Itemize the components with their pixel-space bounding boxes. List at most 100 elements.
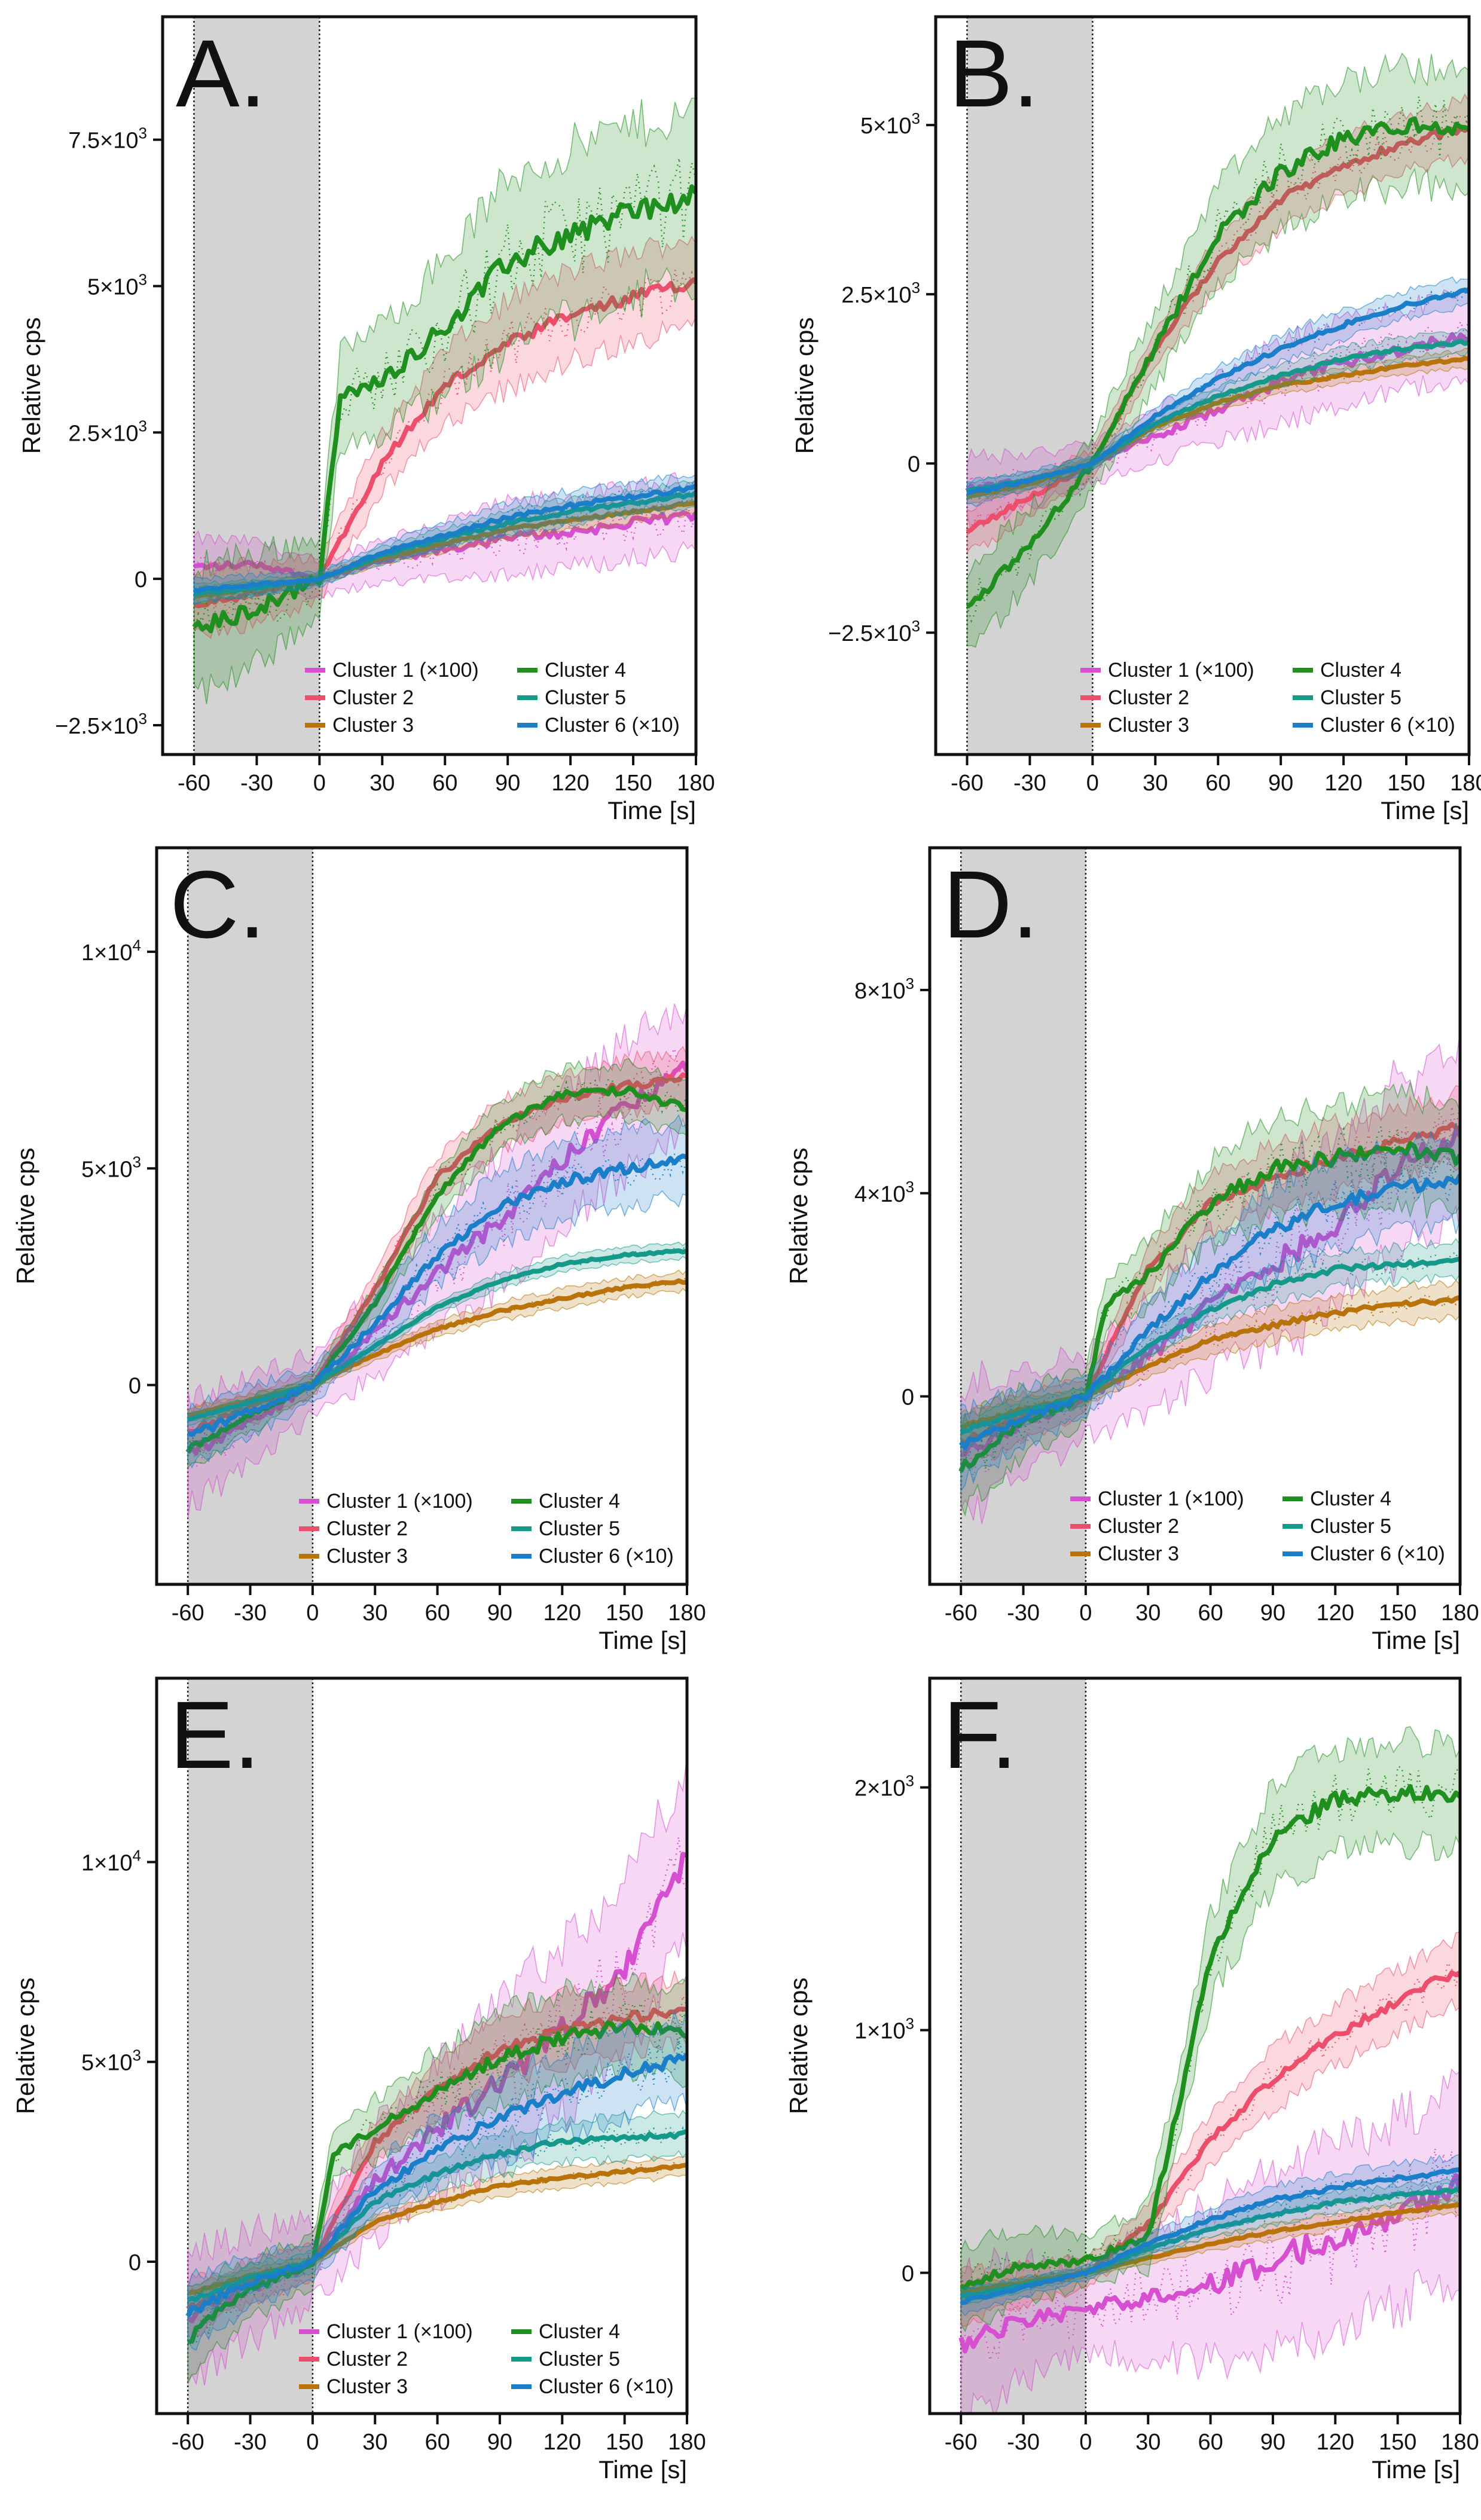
axes-frame bbox=[161, 15, 698, 756]
plot-area bbox=[192, 97, 696, 704]
series-raw-points bbox=[193, 502, 696, 583]
y-tick-label: 2.5×103 bbox=[68, 417, 147, 446]
legend-label: Cluster 3 bbox=[326, 1545, 408, 1568]
plot-area bbox=[185, 1003, 687, 1519]
legend-label: Cluster 4 bbox=[1310, 1487, 1391, 1510]
legend-label: Cluster 6 (×10) bbox=[1320, 714, 1455, 737]
series-line bbox=[185, 2053, 687, 2317]
legend-label: Cluster 5 bbox=[1320, 686, 1401, 709]
x-tick-label: 150 bbox=[1387, 771, 1425, 796]
series-line bbox=[192, 184, 696, 634]
x-tick-label: 120 bbox=[543, 1600, 581, 1626]
y-tick-label: 1×104 bbox=[81, 936, 141, 966]
x-tick-label: 120 bbox=[551, 771, 589, 796]
x-tick-label: 60 bbox=[1198, 1600, 1223, 1626]
series-band bbox=[193, 236, 696, 639]
x-tick-label: 90 bbox=[487, 1600, 512, 1626]
series-raw-points bbox=[960, 1293, 1460, 1434]
legend-label: Cluster 5 bbox=[539, 2348, 620, 2371]
x-tick-label: -30 bbox=[240, 771, 273, 796]
y-tick-label: 2×103 bbox=[854, 1772, 914, 1801]
plot-area bbox=[958, 1031, 1460, 1524]
y-tick-label: 0 bbox=[908, 452, 920, 477]
x-tick-label: 180 bbox=[668, 2430, 706, 2455]
legend-label: Cluster 1 (×100) bbox=[332, 659, 479, 682]
x-tick-label: -60 bbox=[951, 771, 984, 796]
x-tick-label: -60 bbox=[172, 2430, 204, 2455]
x-tick-label: 180 bbox=[1450, 771, 1481, 796]
x-tick-label: -60 bbox=[945, 2430, 978, 2455]
x-tick-label: -30 bbox=[1007, 2430, 1040, 2455]
series-band bbox=[187, 1969, 687, 2344]
y-tick-label: 2.5×103 bbox=[841, 279, 920, 308]
series-line bbox=[960, 2202, 1460, 2296]
series-line bbox=[960, 1256, 1460, 1435]
series-raw-points bbox=[187, 2039, 687, 2315]
series-raw-points bbox=[966, 96, 1469, 624]
legend-label: Cluster 6 (×10) bbox=[539, 1545, 674, 1568]
y-tick-label: −2.5×103 bbox=[55, 710, 147, 739]
panel-label: B. bbox=[949, 20, 1039, 127]
series-line bbox=[187, 2162, 687, 2296]
series-raw-points bbox=[187, 1079, 687, 1453]
y-tick-label: 5×103 bbox=[81, 1153, 141, 1182]
legend-label: Cluster 3 bbox=[1098, 1542, 1179, 1565]
series-band bbox=[193, 97, 696, 704]
legend-label: Cluster 1 (×100) bbox=[326, 1490, 473, 1513]
legend-label: Cluster 4 bbox=[539, 1490, 620, 1513]
y-tick-label: 4×103 bbox=[854, 1178, 914, 1207]
y-tick-label: 1×103 bbox=[854, 2015, 914, 2044]
legend-label: Cluster 6 (×10) bbox=[545, 714, 680, 737]
legend-label: Cluster 5 bbox=[545, 686, 626, 709]
x-tick-label: 0 bbox=[1079, 2430, 1092, 2455]
series-line bbox=[961, 1128, 1460, 1457]
x-tick-label: 90 bbox=[1268, 771, 1293, 796]
series-line bbox=[187, 1248, 687, 1422]
series-band bbox=[187, 1971, 687, 2382]
x-tick-label: 30 bbox=[362, 2430, 387, 2455]
series-raw-points bbox=[187, 1837, 687, 2338]
x-axis-label: Time [s] bbox=[598, 2455, 687, 2484]
legend-label: Cluster 5 bbox=[1310, 1515, 1391, 1538]
y-axis-label: Relative cps bbox=[784, 1148, 813, 1285]
series-line bbox=[966, 287, 1469, 496]
x-tick-label: 60 bbox=[1198, 2430, 1223, 2455]
y-tick-label: 5×103 bbox=[860, 109, 920, 139]
x-tick-label: 0 bbox=[1079, 1600, 1092, 1626]
x-tick-label: 120 bbox=[1317, 1600, 1354, 1626]
y-axis-label: Relative cps bbox=[11, 1148, 39, 1285]
x-tick-label: 90 bbox=[1260, 1600, 1285, 1626]
y-axis-label: Relative cps bbox=[11, 1978, 39, 2115]
legend-label: Cluster 4 bbox=[1320, 659, 1401, 682]
legend-label: Cluster 2 bbox=[326, 1517, 408, 1540]
series-line bbox=[960, 1783, 1460, 2291]
axes-frame bbox=[928, 1676, 1462, 2415]
x-tick-label: 0 bbox=[313, 771, 326, 796]
x-tick-label: -30 bbox=[1007, 1600, 1040, 1626]
y-tick-label: 1×104 bbox=[81, 1847, 141, 1876]
x-tick-label: 120 bbox=[1324, 771, 1362, 796]
x-tick-label: 60 bbox=[425, 1600, 450, 1626]
legend-label: Cluster 3 bbox=[326, 2375, 408, 2398]
panel-label: A. bbox=[176, 20, 266, 127]
legend-label: Cluster 4 bbox=[545, 659, 626, 682]
legend-label: Cluster 2 bbox=[326, 2348, 408, 2371]
axes-frame bbox=[928, 846, 1462, 1586]
series-line bbox=[961, 2167, 1460, 2305]
y-tick-label: 0 bbox=[129, 1374, 141, 1399]
x-tick-label: -60 bbox=[172, 1600, 204, 1626]
baseline-shade bbox=[194, 17, 320, 755]
x-tick-label: 0 bbox=[306, 1600, 319, 1626]
x-tick-label: 60 bbox=[425, 2430, 450, 2455]
baseline-shade bbox=[967, 17, 1093, 755]
x-tick-label: 150 bbox=[614, 771, 652, 796]
x-axis-label: Time [s] bbox=[1372, 1626, 1460, 1654]
panel-label: C. bbox=[170, 851, 265, 958]
y-tick-label: 0 bbox=[902, 2262, 914, 2287]
x-tick-label: 30 bbox=[1135, 1600, 1161, 1626]
legend-label: Cluster 2 bbox=[1108, 686, 1189, 709]
